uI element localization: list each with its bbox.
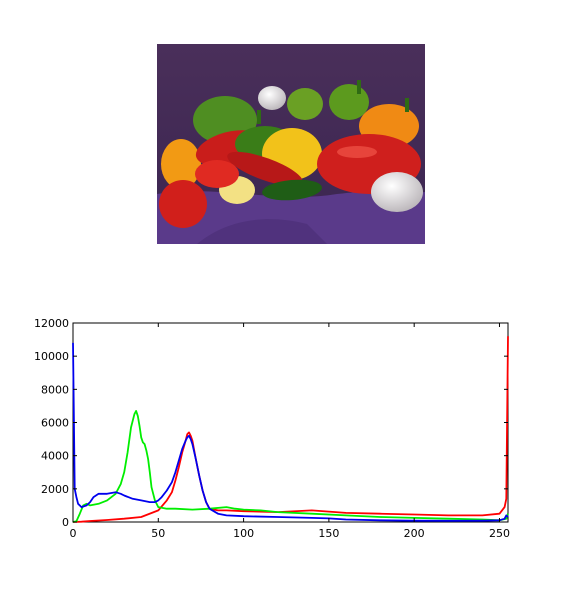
y-tick-label: 0 — [62, 516, 69, 529]
x-tick-label: 150 — [318, 527, 339, 540]
y-tick-label: 4000 — [41, 450, 69, 463]
red-pepper-front — [195, 160, 239, 188]
histogram-svg: 0 50 100 150 200 250 0 2000 4000 6000 8000 10000 120… — [34, 317, 510, 540]
red-tomato-pepper — [159, 180, 207, 228]
pepper-stem — [357, 80, 361, 94]
pepper-stem — [257, 110, 261, 124]
x-tick-label: 250 — [489, 527, 510, 540]
histogram-series-1 — [72, 410, 509, 523]
orange-pepper-left — [161, 139, 201, 189]
series-layer — [72, 336, 509, 523]
green-pepper-back-mid — [287, 88, 323, 120]
histogram-series-2 — [72, 342, 509, 522]
garlic-small — [258, 86, 286, 110]
x-tick-label: 0 — [70, 527, 77, 540]
histogram-chart: 0 50 100 150 200 250 0 2000 4000 6000 8000 10000 120… — [0, 300, 561, 588]
axes-layer: 0 50 100 150 200 250 0 2000 4000 6000 8000 10000 120… — [34, 317, 510, 540]
peppers-photo — [157, 44, 425, 244]
y-tick-label: 2000 — [41, 483, 69, 496]
peppers-photo-drawing — [157, 44, 425, 244]
x-tick-label: 100 — [233, 527, 254, 540]
x-tick-label: 50 — [151, 527, 165, 540]
y-tick-label: 12000 — [34, 317, 69, 330]
pepper-stem — [405, 98, 409, 112]
red-pepper-large-highlight — [337, 146, 377, 158]
photo-cloth-fold — [197, 219, 327, 244]
green-jalapeno — [262, 179, 322, 201]
plot-area — [72, 322, 509, 523]
garlic-large — [371, 172, 423, 212]
x-tick-label: 200 — [404, 527, 425, 540]
y-tick-label: 8000 — [41, 383, 69, 396]
y-tick-label: 6000 — [41, 417, 69, 430]
y-tick-label: 10000 — [34, 350, 69, 363]
green-pepper-back-right — [329, 84, 369, 120]
red-pepper-long — [227, 151, 303, 187]
